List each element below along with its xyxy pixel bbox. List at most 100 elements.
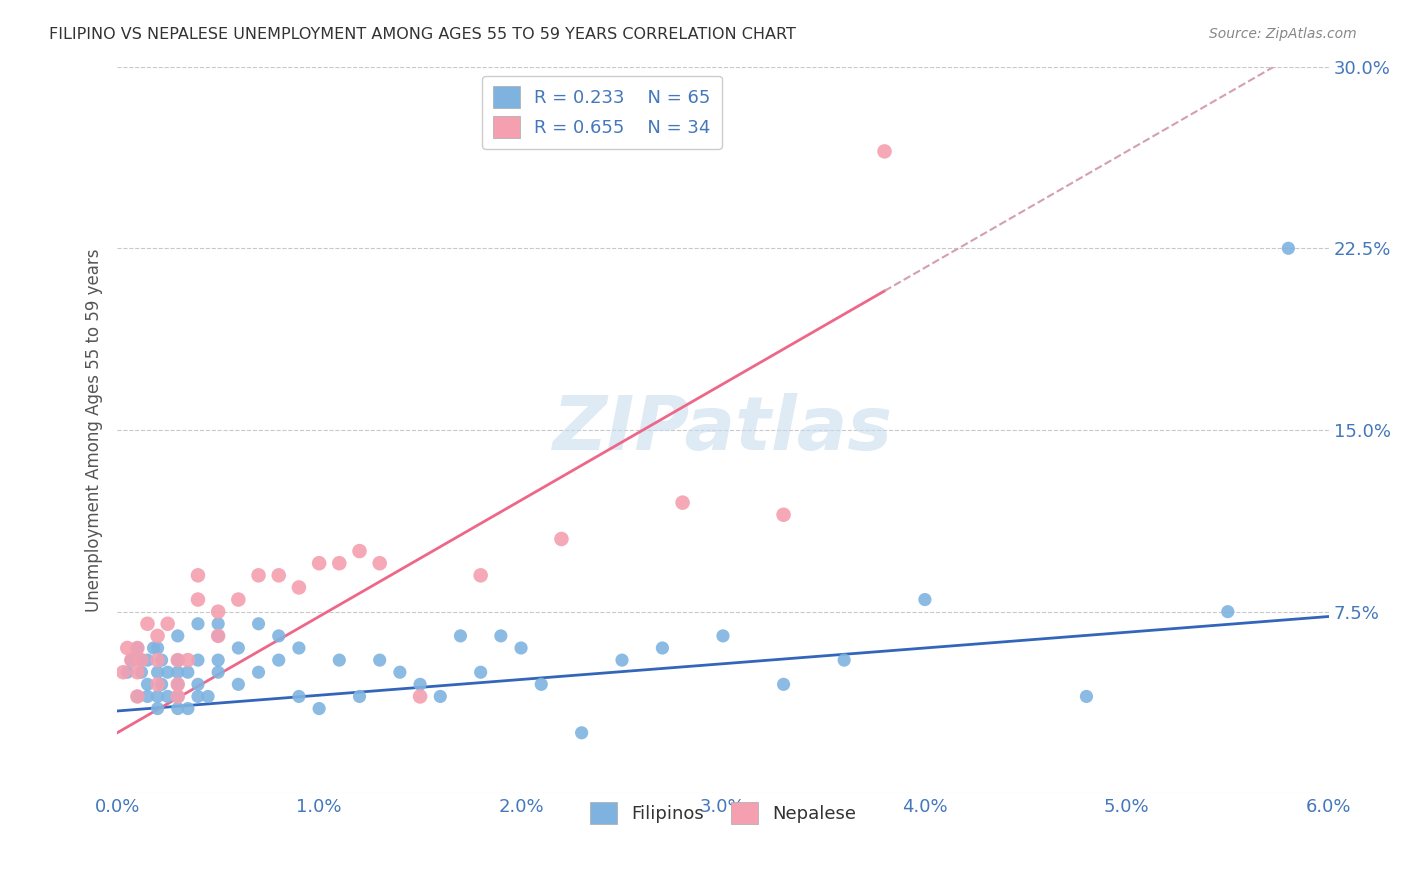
Point [207,653,229,667]
Point [166,677,188,691]
Point [328,653,350,667]
Point [177,701,200,715]
Point [368,556,391,570]
Point [177,653,200,667]
Point [187,592,209,607]
Point [228,640,250,655]
Point [328,556,350,570]
Point [156,690,179,704]
Point [166,677,188,691]
Point [127,640,149,655]
Point [117,640,139,655]
Point [610,653,633,667]
Point [127,640,149,655]
Point [131,653,153,667]
Point [136,616,159,631]
Point [510,640,533,655]
Point [156,616,179,631]
Point [120,653,142,667]
Point [571,726,593,740]
Point [131,653,153,667]
Point [409,677,432,691]
Point [136,653,159,667]
Point [228,677,250,691]
Point [146,665,169,680]
Point [772,508,794,522]
Point [187,568,209,582]
Point [127,690,149,704]
Point [197,690,219,704]
Point [120,653,142,667]
Point [1277,241,1299,255]
Point [207,629,229,643]
Text: Source: ZipAtlas.com: Source: ZipAtlas.com [1209,27,1357,41]
Point [146,629,169,643]
Point [388,665,411,680]
Text: FILIPINO VS NEPALESE UNEMPLOYMENT AMONG AGES 55 TO 59 YEARS CORRELATION CHART: FILIPINO VS NEPALESE UNEMPLOYMENT AMONG … [49,27,796,42]
Point [146,690,169,704]
Point [308,701,330,715]
Point [267,629,290,643]
Point [207,616,229,631]
Point [146,653,169,667]
Point [207,605,229,619]
Point [166,629,188,643]
Point [914,592,936,607]
Point [187,677,209,691]
Point [127,665,149,680]
Point [247,568,270,582]
Point [288,640,311,655]
Point [711,629,734,643]
Point [117,665,139,680]
Point [409,690,432,704]
Point [530,677,553,691]
Point [349,544,371,558]
Point [131,665,153,680]
Point [150,677,173,691]
Point [207,629,229,643]
Point [267,568,290,582]
Y-axis label: Unemployment Among Ages 55 to 59 years: Unemployment Among Ages 55 to 59 years [86,248,103,612]
Point [166,665,188,680]
Point [146,677,169,691]
Point [112,665,135,680]
Point [450,629,472,643]
Point [166,690,188,704]
Point [349,690,371,704]
Point [187,690,209,704]
Point [288,581,311,595]
Point [177,665,200,680]
Point [166,701,188,715]
Point [156,665,179,680]
Point [166,690,188,704]
Point [267,653,290,667]
Point [187,616,209,631]
Point [429,690,451,704]
Point [772,677,794,691]
Point [470,568,492,582]
Point [832,653,855,667]
Point [136,677,159,691]
Point [187,653,209,667]
Point [368,653,391,667]
Point [651,640,673,655]
Legend: Filipinos, Nepalese: Filipinos, Nepalese [579,791,868,835]
Point [166,653,188,667]
Point [1076,690,1098,704]
Point [146,701,169,715]
Point [489,629,512,643]
Point [671,496,693,510]
Point [146,640,169,655]
Point [228,592,250,607]
Point [247,616,270,631]
Point [127,690,149,704]
Point [142,640,165,655]
Point [136,690,159,704]
Point [470,665,492,680]
Point [207,665,229,680]
Text: ZIPatlas: ZIPatlas [553,393,893,467]
Point [1216,605,1239,619]
Point [150,653,173,667]
Point [550,532,572,546]
Point [873,145,896,159]
